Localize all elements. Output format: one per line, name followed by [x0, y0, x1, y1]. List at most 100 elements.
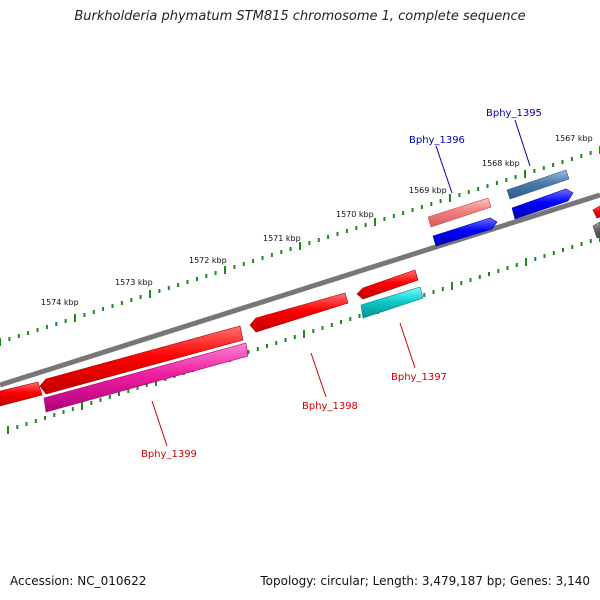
gene-arrow[interactable] — [360, 286, 424, 319]
tick-mark — [270, 253, 273, 257]
tick-label: 1568 kbp — [482, 159, 520, 168]
tick-mark — [71, 407, 74, 411]
tick-mark — [358, 314, 361, 318]
tick-mark — [62, 410, 65, 414]
tick-label: 1570 kbp — [336, 210, 374, 219]
tick-mark — [120, 301, 123, 305]
tick-mark — [25, 422, 28, 426]
tick-mark — [411, 208, 414, 212]
tick-mark — [83, 313, 86, 317]
tick-mark — [233, 265, 236, 269]
tick-mark — [497, 269, 500, 273]
tick-mark — [505, 178, 508, 182]
gene-arrow[interactable] — [432, 217, 498, 247]
gene-label[interactable]: Bphy_1397 — [391, 372, 447, 383]
tick-mark — [402, 211, 405, 215]
tick-label: 1574 kbp — [41, 298, 79, 307]
tick-mark — [16, 425, 19, 429]
tick-label: 1571 kbp — [263, 234, 301, 243]
tick-mark — [571, 245, 574, 249]
gene-label[interactable]: Bphy_1395 — [486, 108, 542, 119]
tick-mark — [34, 419, 37, 423]
tick-mark — [224, 266, 226, 274]
tick-mark — [308, 241, 311, 245]
gene-label[interactable]: Bphy_1396 — [409, 135, 465, 146]
gene-label[interactable]: Bphy_1398 — [302, 401, 358, 412]
tick-mark — [36, 328, 39, 332]
gene-arrow[interactable] — [43, 342, 249, 413]
gene-arrow[interactable] — [0, 381, 43, 407]
tick-mark — [130, 298, 133, 302]
tick-mark — [589, 151, 592, 155]
tick-mark — [449, 194, 451, 202]
tick-mark — [570, 157, 573, 161]
tick-mark — [195, 277, 198, 281]
tick-mark — [534, 257, 537, 261]
tick-mark — [118, 392, 120, 396]
tick-mark — [27, 331, 30, 335]
tick-mark — [299, 242, 301, 250]
tick-mark — [340, 320, 342, 324]
tick-mark — [90, 401, 93, 405]
inner-strand-genes — [0, 269, 424, 413]
tick-mark — [205, 274, 208, 278]
tick-mark — [506, 266, 509, 270]
tick-mark — [562, 248, 564, 252]
tick-mark — [186, 280, 189, 284]
tick-label: 1569 kbp — [409, 186, 447, 195]
tick-mark — [432, 290, 435, 294]
tick-label: 1572 kbp — [189, 256, 227, 265]
tick-mark — [256, 347, 259, 351]
tick-mark — [155, 378, 157, 386]
chromosome-backbone — [0, 192, 600, 388]
tick-mark — [580, 154, 583, 158]
outer-strand-genes — [427, 169, 600, 247]
gene-arrow[interactable] — [249, 292, 349, 333]
tick-mark — [321, 326, 324, 330]
tick-mark — [430, 202, 433, 206]
tick-mark — [524, 170, 526, 178]
tick-mark — [303, 330, 305, 338]
tick-mark — [374, 218, 376, 226]
tick-mark — [533, 169, 536, 173]
tick-mark — [177, 283, 180, 287]
tick-mark — [552, 251, 555, 255]
gene-arrow[interactable] — [356, 269, 419, 300]
gene-label[interactable]: Bphy_1399 — [141, 449, 197, 460]
tick-mark — [488, 272, 490, 276]
tick-mark — [420, 205, 423, 209]
tick-mark — [167, 286, 170, 290]
tick-mark — [289, 247, 292, 251]
tick-mark — [486, 184, 489, 188]
tick-mark — [44, 416, 46, 420]
gene-arrow[interactable] — [511, 188, 574, 220]
tick-mark — [589, 239, 592, 243]
tick-mark — [317, 238, 320, 242]
tick-mark — [8, 337, 11, 341]
gene-arrow[interactable] — [39, 325, 244, 395]
tick-mark — [149, 290, 151, 298]
tick-mark — [336, 232, 339, 236]
tick-mark — [327, 235, 330, 239]
outer-tick-ring — [0, 146, 600, 346]
tick-mark — [92, 310, 95, 314]
tick-mark — [293, 335, 296, 339]
accession-text: Accession: NC_010622 — [10, 574, 147, 588]
tick-mark — [580, 242, 583, 246]
gene-arrow[interactable] — [427, 197, 492, 228]
tick-mark — [460, 281, 463, 285]
tick-mark — [45, 325, 48, 329]
tick-mark — [284, 338, 287, 342]
gene-arrow[interactable] — [506, 169, 570, 200]
tick-mark — [139, 295, 142, 299]
tick-mark — [99, 398, 102, 402]
gene-arrow[interactable] — [592, 221, 600, 239]
tick-mark — [266, 344, 268, 348]
tick-mark — [275, 341, 278, 345]
tick-mark — [423, 293, 426, 297]
gene-arrow[interactable] — [592, 205, 600, 219]
tick-mark — [495, 181, 498, 185]
tick-mark — [252, 259, 255, 263]
tick-mark — [261, 256, 264, 260]
